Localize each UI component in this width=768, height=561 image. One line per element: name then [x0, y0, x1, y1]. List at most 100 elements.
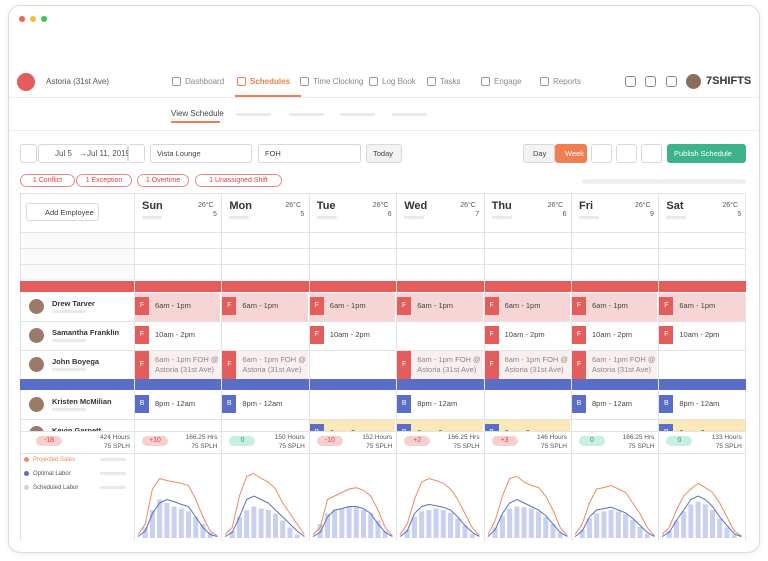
shift-role: F — [397, 351, 412, 379]
labor-bar — [448, 512, 454, 538]
shift[interactable]: F 6am - 1pm — [572, 293, 658, 321]
shift[interactable]: F 10am - 2pm — [659, 322, 745, 350]
employee-name[interactable]: Drew Tarver — [52, 299, 95, 308]
shift-role: F — [572, 351, 586, 379]
alert-pill[interactable]: 1 Unassigned Shift — [195, 174, 282, 187]
nav-item[interactable]: Tasks — [440, 77, 461, 86]
employee-placeholder — [52, 368, 86, 371]
header-icon[interactable] — [625, 76, 636, 87]
add-employee[interactable]: Add Employee — [26, 203, 99, 221]
labor-bar — [667, 531, 673, 538]
shift[interactable]: F 6am - 1pm — [135, 293, 221, 321]
shift[interactable]: B 8pm - 12am — [572, 391, 658, 419]
today-button[interactable]: Today — [366, 144, 402, 163]
header-icon[interactable] — [645, 76, 656, 87]
employee-name[interactable]: Samantha Franklin — [52, 328, 120, 337]
shift[interactable]: B 8pm - 12am — [222, 391, 308, 419]
shift[interactable]: F 6am - 1pm FOH @ Astoria (31st Ave) — [484, 351, 570, 379]
labor-bar — [360, 510, 366, 538]
location-select[interactable]: Vista Lounge — [150, 144, 252, 163]
shift[interactable]: F 10am - 2pm — [484, 322, 570, 350]
labor-bar — [186, 511, 192, 538]
alert-pill[interactable]: 1 Overtime — [137, 174, 189, 187]
alert-pill[interactable]: 1 Exception — [76, 174, 132, 187]
splh: 75 SPLH — [191, 443, 218, 450]
shift-time: 8pm - 12am — [417, 399, 458, 408]
view-toggle[interactable]: Day — [523, 144, 555, 163]
shift[interactable]: F 6am - 1pm FOH @ Astoria (31st Ave) — [222, 351, 308, 379]
employee-name[interactable]: Kristen McMilian — [52, 397, 112, 406]
legend-label: Optimal Labor — [33, 471, 71, 477]
labor-bar — [237, 517, 243, 538]
tool-button[interactable] — [616, 144, 637, 163]
chart-line — [312, 506, 393, 538]
nav-item[interactable]: Schedules — [250, 77, 291, 86]
employee-avatar[interactable] — [29, 397, 44, 412]
shift[interactable]: F 10am - 2pm — [309, 322, 396, 350]
group-bar — [20, 379, 746, 390]
shift[interactable]: F 6am - 1pm FOH @ Astoria (31st Ave) — [135, 351, 221, 379]
nav-item[interactable]: Dashboard — [185, 77, 225, 86]
subnav-item[interactable]: View Schedule — [171, 109, 224, 118]
location[interactable]: Astoria (31st Ave) — [46, 77, 109, 86]
next-button[interactable] — [128, 144, 145, 163]
subnav-placeholder — [340, 113, 375, 116]
tool-button[interactable] — [591, 144, 612, 163]
shift[interactable]: B 8pm - 12am — [397, 391, 483, 419]
avatar[interactable] — [686, 74, 701, 89]
legend-dot — [24, 485, 29, 490]
day-temp: 26°C — [372, 202, 389, 209]
shift[interactable]: F 6am - 1pm FOH @ Astoria (31st Ave) — [397, 351, 483, 379]
shift[interactable]: F 6am - 1pm — [659, 293, 745, 321]
alert-pill[interactable]: 1 Conflict — [20, 174, 75, 187]
labor-bar — [615, 511, 621, 538]
day-temp: 26°C — [285, 202, 302, 209]
shift[interactable]: F 6am - 1pm — [484, 293, 570, 321]
shift-role: F — [135, 351, 149, 379]
day-temp: 26°C — [547, 202, 564, 209]
column-divider — [308, 193, 310, 541]
splh: 75 SPLH — [103, 443, 130, 450]
date-from: Jul 5 — [55, 149, 72, 158]
shift[interactable]: B 8pm - 12am — [135, 391, 221, 419]
shift[interactable]: F 6am - 1pm — [309, 293, 396, 321]
labor-bar — [462, 525, 468, 538]
shift[interactable]: F 10am - 2pm — [572, 322, 658, 350]
shift-time: 10am - 2pm — [504, 330, 545, 339]
employee-avatar[interactable] — [29, 328, 44, 343]
labor-bar — [630, 519, 636, 538]
nav-item[interactable]: Time Clocking — [313, 77, 364, 86]
publish-button[interactable]: Publish Schedule — [667, 144, 746, 163]
shift[interactable]: B 8pm - 12am — [659, 391, 745, 419]
logo-circle[interactable] — [17, 73, 35, 91]
nav-item[interactable]: Log Book — [382, 77, 416, 86]
variance-badge: +10 — [142, 436, 168, 446]
shift-role: B — [572, 395, 586, 413]
chart-line — [662, 495, 742, 538]
shift-role: F — [572, 326, 586, 344]
nav-item[interactable]: Engage — [494, 77, 522, 86]
employee-name[interactable]: John Boyega — [52, 357, 100, 366]
header-icon[interactable] — [666, 76, 677, 87]
shift[interactable]: F 6am - 1pm — [397, 293, 483, 321]
legend-dot — [24, 471, 29, 476]
variance-badge: 0 — [579, 436, 605, 446]
nav-item[interactable]: Reports — [553, 77, 582, 86]
department-select[interactable]: FOH — [258, 144, 361, 163]
mini-chart — [574, 484, 655, 538]
chart-line — [574, 484, 655, 537]
employee-avatar[interactable] — [29, 357, 44, 372]
labor-bar — [674, 520, 680, 538]
legend-placeholder — [100, 458, 126, 461]
tool-button[interactable] — [641, 144, 662, 163]
date-range[interactable]: Jul 5 → Jul 11, 2019 — [38, 144, 130, 163]
variance-badge: -18 — [36, 436, 62, 446]
shift[interactable]: F 6am - 1pm — [222, 293, 308, 321]
employee-avatar[interactable] — [29, 299, 44, 314]
splh: 75 SPLH — [366, 443, 393, 450]
prev-button[interactable] — [20, 144, 37, 163]
shift[interactable]: F 10am - 2pm — [135, 322, 221, 350]
view-toggle[interactable]: Week — [555, 144, 587, 163]
shift[interactable]: F 6am - 1pm FOH @ Astoria (31st Ave) — [572, 351, 658, 379]
employee-name[interactable]: Kevin Garnett — [52, 426, 101, 436]
